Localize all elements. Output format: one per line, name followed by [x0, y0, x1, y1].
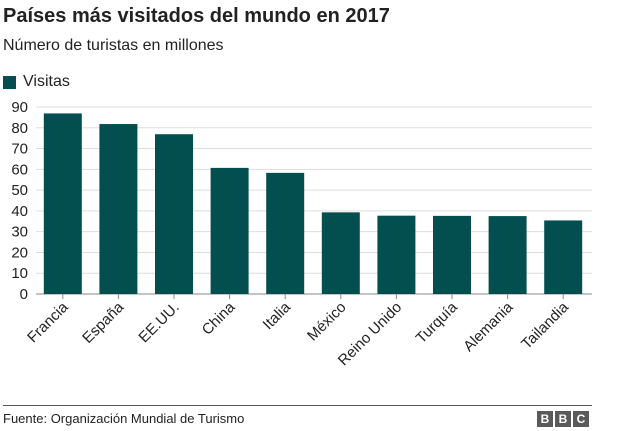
bar	[321, 212, 360, 294]
y-tick-label: 20	[11, 244, 28, 261]
bar	[210, 167, 249, 294]
x-tick-label: Tailandia	[518, 298, 572, 352]
bbc-logo-letter: B	[555, 411, 571, 427]
y-tick-label: 60	[11, 161, 28, 178]
chart-subtitle: Número de turistas en millones	[3, 37, 224, 54]
bar	[377, 215, 416, 294]
source-note: Fuente: Organización Mundial de Turismo	[3, 411, 245, 426]
y-tick-label: 70	[11, 141, 28, 158]
bar	[433, 215, 471, 294]
bar-chart: 0 10 20 30 40 50 60 70 80 90 Francia España EE.UU. Ch…	[11, 99, 592, 369]
y-tick-label: 80	[11, 120, 28, 137]
y-tick-label: 10	[11, 265, 28, 282]
footer-divider	[3, 405, 592, 406]
bar	[43, 113, 82, 295]
x-tick-label: Turquía	[413, 298, 462, 347]
x-tick-label: EE.UU.	[135, 299, 182, 346]
bbc-logo: B B C	[537, 411, 589, 427]
legend: Visitas	[3, 73, 70, 91]
x-tick-label: Alemania	[460, 298, 517, 355]
x-tick-label: China	[199, 298, 239, 338]
y-tick-label: 40	[11, 203, 28, 220]
bbc-logo-letter: B	[537, 411, 553, 427]
bar	[99, 124, 138, 294]
bar	[155, 134, 193, 294]
bar	[488, 216, 527, 294]
y-tick-label: 90	[11, 99, 28, 116]
x-tick-label: Francia	[24, 298, 72, 346]
legend-swatch	[3, 75, 16, 89]
bar	[266, 172, 305, 294]
y-tick-label: 30	[11, 224, 28, 241]
x-tick-label: España	[79, 298, 127, 346]
y-tick-label: 50	[11, 182, 28, 199]
x-tick-label: Italia	[260, 298, 295, 333]
chart-title: Países más visitados del mundo en 2017	[3, 5, 390, 27]
bbc-logo-letter: C	[573, 411, 589, 427]
x-tick-label: México	[304, 299, 350, 345]
bar	[544, 220, 583, 294]
legend-label: Visitas	[23, 73, 70, 90]
y-tick-label: 0	[20, 286, 28, 303]
